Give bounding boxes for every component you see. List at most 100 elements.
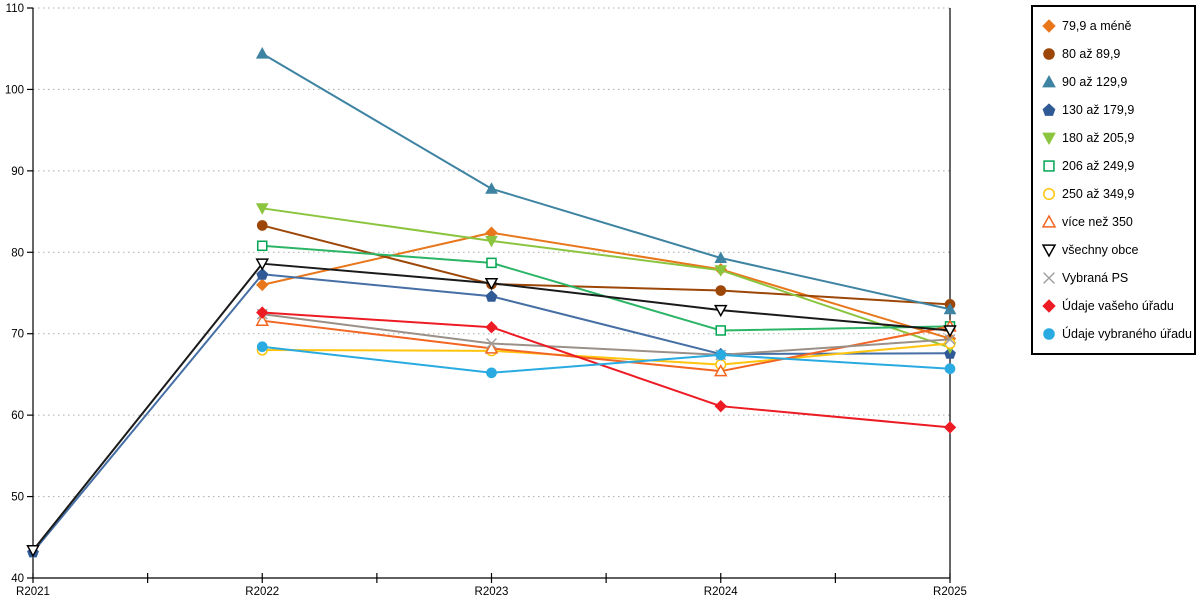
legend-marker-diamond-icon xyxy=(1042,299,1056,313)
data-point-triangle-up-icon xyxy=(1042,74,1056,88)
legend-item: 90 až 129,9 xyxy=(1041,74,1192,90)
series-line-10 xyxy=(262,311,951,429)
data-point-square-icon xyxy=(1043,160,1055,172)
legend-marker-circle-icon xyxy=(1042,187,1056,201)
data-point-triangle-down-icon xyxy=(485,235,498,248)
legend-item: všechny obce xyxy=(1041,242,1192,258)
data-point-diamond-icon xyxy=(1042,19,1056,33)
series-line-4 xyxy=(262,207,951,349)
data-point-triangle-up-icon xyxy=(255,313,270,326)
y-tick-label: 70 xyxy=(11,329,24,341)
data-point-triangle-up-icon xyxy=(485,182,498,194)
data-point-triangle-down-icon xyxy=(484,277,499,291)
series-line-3 xyxy=(32,273,951,553)
data-point-triangle-down-icon xyxy=(26,545,40,558)
legend-item: 79,9 a méně xyxy=(1041,18,1192,34)
series-line-7 xyxy=(262,319,951,373)
legend-item: 206 až 249,9 xyxy=(1041,158,1192,174)
legend-label: 79,9 a méně xyxy=(1062,18,1132,33)
data-point-triangle-up-icon xyxy=(1041,214,1057,228)
data-point-diamond-icon xyxy=(256,278,269,292)
legend-label: 250 až 349,9 xyxy=(1062,186,1135,201)
data-point-circle-icon xyxy=(1042,187,1056,201)
data-point-triangle-down-icon xyxy=(1041,244,1057,258)
legend-marker-circle-icon xyxy=(1043,328,1055,340)
data-point-pentagon-icon xyxy=(485,290,498,302)
y-tick-label: 80 xyxy=(11,247,24,259)
legend-label: 90 až 129,9 xyxy=(1062,74,1128,89)
x-tick-label: R2024 xyxy=(704,586,738,598)
legend-label: více než 350 xyxy=(1062,214,1133,229)
series-line-8 xyxy=(32,262,951,551)
data-point-x-icon xyxy=(486,338,497,349)
data-point-triangle-down-icon xyxy=(1042,132,1056,146)
legend-marker-triangle-up-icon xyxy=(1042,74,1056,88)
legend-label: Vybraná PS xyxy=(1062,270,1129,285)
data-point-triangle-down-icon xyxy=(255,258,270,271)
x-tick-label: R2022 xyxy=(245,586,279,598)
data-point-triangle-down-icon xyxy=(255,203,269,215)
y-tick-label: 90 xyxy=(11,166,24,178)
data-point-pentagon-icon xyxy=(1042,103,1056,116)
legend-label: 206 až 249,9 xyxy=(1062,158,1135,173)
data-point-triangle-down-icon xyxy=(943,325,957,338)
x-tick-label: R2021 xyxy=(16,586,50,598)
legend-label: všechny obce xyxy=(1062,242,1139,257)
data-point-circle-icon xyxy=(1043,48,1055,60)
legend-marker-triangle-down-icon xyxy=(1041,244,1057,258)
data-point-triangle-down-icon xyxy=(714,265,728,277)
y-tick-label: 100 xyxy=(5,84,24,96)
legend-marker-triangle-down-icon xyxy=(1042,132,1056,146)
data-point-circle-icon xyxy=(256,341,268,353)
data-point-pentagon-icon xyxy=(256,268,269,280)
legend: 79,9 a méně 80 až 89,9 90 až 129,9 130 až 1… xyxy=(1031,5,1196,355)
legend-marker-x-icon xyxy=(1043,272,1055,284)
y-tick-label: 110 xyxy=(6,3,24,15)
data-point-circle-icon xyxy=(944,363,956,375)
y-tick-label: 50 xyxy=(11,492,24,504)
series-line-9 xyxy=(262,313,951,356)
legend-item: Údaje vašeho úřadu xyxy=(1041,298,1192,314)
data-point-triangle-up-icon xyxy=(713,364,728,377)
legend-label: 180 až 205,9 xyxy=(1062,130,1135,145)
legend-item: 130 až 179,9 xyxy=(1041,102,1192,118)
data-point-square-icon xyxy=(715,325,727,336)
data-point-circle-icon xyxy=(1043,328,1055,340)
data-point-triangle-up-icon xyxy=(484,341,499,354)
data-point-circle-icon xyxy=(256,220,268,231)
data-point-triangle-down-icon xyxy=(713,304,728,318)
data-point-square-icon xyxy=(256,240,268,252)
data-point-triangle-up-icon xyxy=(714,251,728,263)
legend-marker-triangle-up-icon xyxy=(1041,214,1057,228)
legend-marker-pentagon-icon xyxy=(1042,103,1056,116)
legend-marker-diamond-icon xyxy=(1042,19,1056,33)
data-point-diamond-icon xyxy=(1042,299,1056,313)
series-line-2 xyxy=(261,52,951,311)
data-point-circle-icon xyxy=(486,367,497,379)
data-point-triangle-up-icon xyxy=(943,302,957,315)
series-line-1 xyxy=(262,224,951,306)
legend-label: 130 až 179,9 xyxy=(1062,102,1135,117)
legend-label: Údaje vašeho úřadu xyxy=(1062,298,1174,313)
legend-marker-square-icon xyxy=(1043,160,1055,172)
legend-marker-circle-icon xyxy=(1043,48,1055,60)
data-point-x-icon xyxy=(1043,272,1055,284)
legend-item: 80 až 89,9 xyxy=(1041,46,1192,62)
data-point-x-icon xyxy=(944,333,956,345)
legend-item: Údaje vybraného úřadu xyxy=(1041,326,1192,342)
legend-item: více než 350 xyxy=(1041,214,1192,230)
data-point-diamond-icon xyxy=(256,306,269,319)
y-tick-label: 60 xyxy=(11,410,24,422)
y-tick-label: 40 xyxy=(11,573,24,585)
x-tick-label: R2023 xyxy=(475,586,509,598)
legend-item: 180 až 205,9 xyxy=(1041,130,1192,146)
data-point-circle-icon xyxy=(715,285,727,296)
x-tick-label: R2025 xyxy=(933,586,967,598)
legend-item: 250 až 349,9 xyxy=(1041,186,1192,202)
data-point-triangle-up-icon xyxy=(255,47,269,59)
series-line-0 xyxy=(262,231,951,340)
series-line-6 xyxy=(262,342,951,366)
data-point-diamond-icon xyxy=(943,421,957,434)
legend-item: Vybraná PS xyxy=(1041,270,1192,286)
